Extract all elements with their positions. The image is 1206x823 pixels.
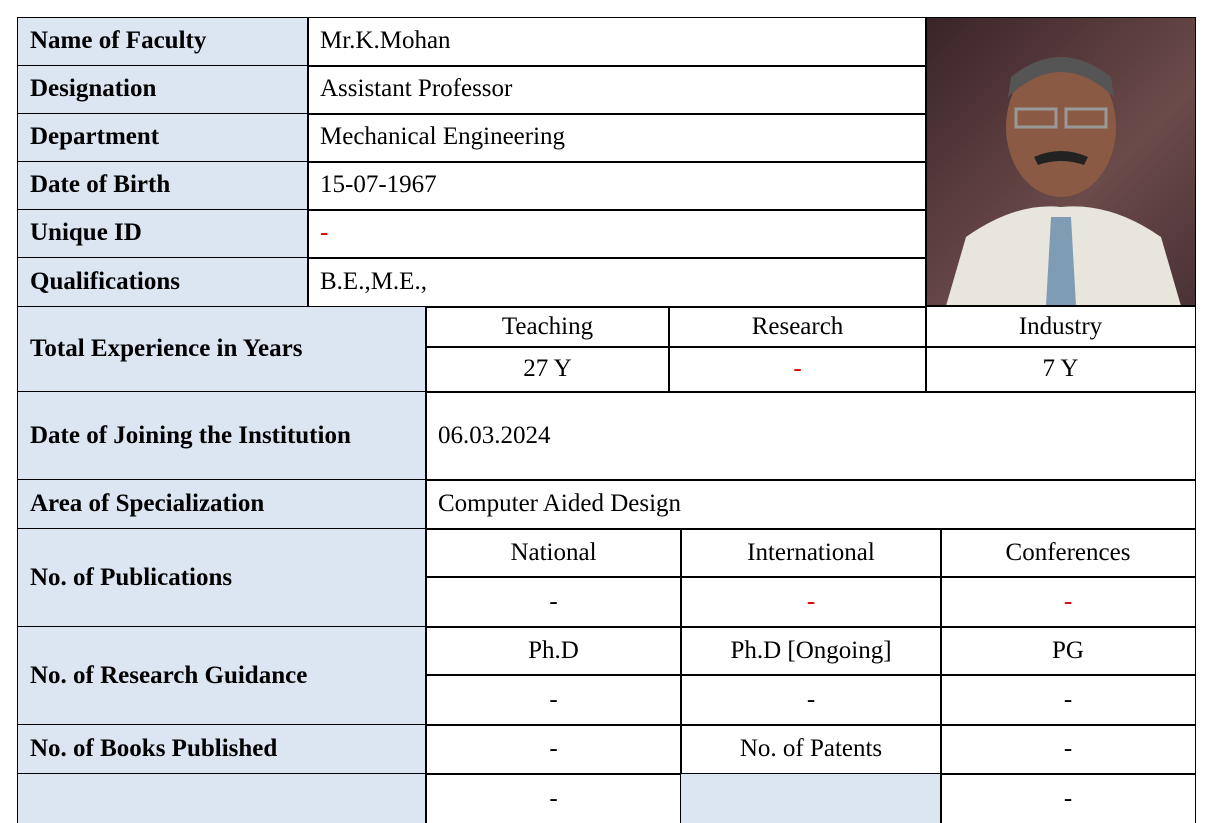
photo xyxy=(925,17,1196,306)
row-label: Date of Joining the Institution xyxy=(17,391,427,481)
cell-value: - xyxy=(425,724,682,775)
row-value: 15-07-1967 xyxy=(307,161,927,211)
cell-value: - xyxy=(940,576,1196,628)
cell-value: - xyxy=(425,674,682,726)
cell-value: - xyxy=(940,674,1196,726)
column-header: National xyxy=(425,528,682,578)
column-header: PG xyxy=(940,626,1196,676)
cell-value: 7 Y xyxy=(925,346,1196,393)
row-label: Total Experience in Years xyxy=(17,306,427,393)
row-value: Mr.K.Mohan xyxy=(307,17,927,67)
row-label: Area of Specialization xyxy=(17,479,427,530)
row-label: Date of Birth xyxy=(17,161,309,211)
row-label: No. of Books Published xyxy=(17,724,427,775)
row-value: Assistant Professor xyxy=(307,65,927,115)
cell-value: 27 Y xyxy=(425,346,670,393)
row-label: No. of Research Guidance xyxy=(17,626,427,726)
column-header: Ph.D [Ongoing] xyxy=(680,626,942,676)
cell-value: - xyxy=(680,674,942,726)
row-label: Unique ID xyxy=(17,209,309,259)
row-value: Computer Aided Design xyxy=(425,479,1196,530)
photo-figure xyxy=(946,57,1181,305)
row-label: Name of Faculty xyxy=(17,17,309,67)
row-label: Designation xyxy=(17,65,309,115)
column-header: Ph.D xyxy=(425,626,682,676)
empty-label xyxy=(17,773,427,823)
empty-label xyxy=(680,773,942,823)
row-label: Qualifications xyxy=(17,257,309,308)
column-header: No. of Patents xyxy=(680,724,942,775)
cell-value: - xyxy=(680,576,942,628)
row-label: Department xyxy=(17,113,309,163)
row-label: No. of Publications xyxy=(17,528,427,628)
row-value: Mechanical Engineering xyxy=(307,113,927,163)
row-value: - xyxy=(307,209,927,259)
column-header: Conferences xyxy=(940,528,1196,578)
cell-value: - xyxy=(425,773,682,823)
column-header: Research xyxy=(668,306,927,348)
cell-value: - xyxy=(668,346,927,393)
row-value: 06.03.2024 xyxy=(425,391,1196,481)
row-value: B.E.,M.E., xyxy=(307,257,927,308)
column-header: International xyxy=(680,528,942,578)
cell-value: - xyxy=(425,576,682,628)
cell-value: - xyxy=(940,724,1196,775)
column-header: Industry xyxy=(925,306,1196,348)
column-header: Teaching xyxy=(425,306,670,348)
cell-value: - xyxy=(940,773,1196,823)
